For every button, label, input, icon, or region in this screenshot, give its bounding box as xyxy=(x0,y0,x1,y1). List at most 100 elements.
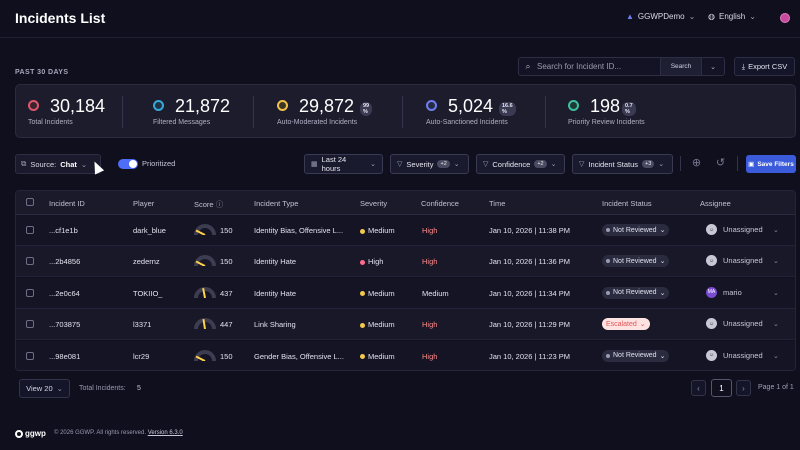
prioritized-toggle[interactable] xyxy=(118,159,138,169)
divider xyxy=(737,156,738,171)
search-options-dropdown[interactable]: ⌄ xyxy=(702,63,724,71)
score-gauge xyxy=(194,349,216,361)
select-all-checkbox[interactable] xyxy=(26,198,34,206)
player-name[interactable]: zedernz xyxy=(133,257,160,267)
status-badge[interactable]: Escalated ⌄ xyxy=(602,318,650,331)
table-row[interactable]: ...cf1e1b dark_blue 150 Identity Bias, O… xyxy=(16,215,795,246)
user-avatar[interactable] xyxy=(780,13,790,23)
assignee-dropdown[interactable]: ☺ Unassigned xyxy=(706,349,763,361)
incident-time: Jan 10, 2026 | 11:23 PM xyxy=(489,351,571,361)
chevron-down-icon[interactable]: ⌄ xyxy=(773,289,779,297)
status-badge[interactable]: Not Reviewed ⌄ xyxy=(602,255,670,268)
search-button[interactable]: Search xyxy=(660,58,702,75)
assignee-dropdown[interactable]: ☺ Unassigned xyxy=(706,224,763,235)
status-badge[interactable]: Not Reviewed ⌄ xyxy=(602,286,670,299)
assignee-dropdown[interactable]: ☺ Unassigned xyxy=(706,318,763,330)
table-row[interactable]: ...2e0c64 TOKIIO_ 437 Identity Hate Medi… xyxy=(16,277,795,309)
table-row[interactable]: ...2b4856 zedernz 150 Identity Hate High… xyxy=(16,246,795,278)
chevron-down-icon: ⌄ xyxy=(56,384,63,393)
copyright-text: © 2026 GGWP. All rights reserved. Versio… xyxy=(54,430,183,436)
column-header[interactable]: Incident ID xyxy=(49,199,85,208)
column-header[interactable]: Incident Status xyxy=(602,199,652,208)
chevron-left-icon: ‹ xyxy=(697,383,700,393)
confidence-filter[interactable]: ▽ Confidence +2 ⌄ xyxy=(476,154,565,174)
chevron-down-icon[interactable]: ⌄ xyxy=(773,321,779,329)
avatar: ☺ xyxy=(706,318,717,330)
score-value: 150 xyxy=(220,257,233,267)
add-filter-icon[interactable]: ⊕ xyxy=(691,157,702,169)
column-header[interactable]: Score ⓘ xyxy=(194,199,223,210)
assignee-name: mario xyxy=(723,287,742,297)
reset-filters-icon[interactable]: ↺ xyxy=(715,157,726,169)
prev-page-button[interactable]: ‹ xyxy=(691,380,706,396)
status-label: Not Reviewed xyxy=(613,289,657,297)
chevron-down-icon: ⌄ xyxy=(749,12,756,21)
incident-id[interactable]: ...98e081 xyxy=(49,351,81,361)
column-header[interactable]: Confidence xyxy=(421,199,459,208)
incident-id[interactable]: ...2e0c64 xyxy=(49,288,80,298)
player-name[interactable]: TOKIIO_ xyxy=(133,288,163,298)
export-csv-button[interactable]: ⤓ Export CSV xyxy=(734,57,795,76)
chevron-down-icon[interactable]: ⌄ xyxy=(773,227,779,234)
chevron-down-icon: ⌄ xyxy=(710,63,716,71)
save-filters-button[interactable]: ▣ Save Filters xyxy=(746,155,796,173)
prioritized-label: Prioritized xyxy=(142,159,176,168)
incident-status-filter[interactable]: ▽ Incident Status +3 ⌄ xyxy=(572,154,673,174)
score-value: 437 xyxy=(220,288,233,298)
chevron-down-icon[interactable]: ⌄ xyxy=(773,258,779,266)
incident-id[interactable]: ...703875 xyxy=(49,320,81,330)
copyright-label: © 2026 GGWP. All rights reserved. xyxy=(54,430,147,436)
severity-label: Medium xyxy=(368,320,395,330)
current-page-input[interactable]: 1 xyxy=(711,379,732,397)
incident-time: Jan 10, 2026 | 11:29 PM xyxy=(489,320,571,330)
table-row[interactable]: ...98e081 lcr29 150 Gender Bias, Offensi… xyxy=(16,340,795,370)
chevron-down-icon[interactable]: ⌄ xyxy=(773,352,779,360)
incident-status-filter-label: Incident Status xyxy=(588,159,639,169)
view-count-label: View 20 xyxy=(26,384,53,393)
time-range-label: Last 24 hours xyxy=(321,155,347,173)
source-dropdown[interactable]: ⧉ Source: Chat ⌄ xyxy=(15,154,101,174)
stat-label: Filtered Messages xyxy=(153,119,211,126)
language-switcher[interactable]: ◍ English ⌄ xyxy=(708,12,756,21)
chevron-down-icon: ⌄ xyxy=(659,289,666,297)
incident-id[interactable]: ...cf1e1b xyxy=(49,226,78,235)
player-name[interactable]: l3371 xyxy=(133,320,152,330)
column-header[interactable]: Time xyxy=(489,199,506,208)
globe-icon: ◍ xyxy=(708,12,715,21)
player-name[interactable]: dark_blue xyxy=(133,226,166,235)
org-switcher[interactable]: ▲ GGWPDemo ⌄ xyxy=(626,12,695,21)
severity-dot xyxy=(360,259,365,265)
column-header[interactable]: Severity xyxy=(360,199,388,208)
row-checkbox[interactable] xyxy=(26,351,34,360)
stat-label: Auto-Sanctioned Incidents xyxy=(426,119,508,126)
assignee-dropdown[interactable]: MA mario xyxy=(706,286,742,298)
player-name[interactable]: lcr29 xyxy=(133,351,150,361)
severity-filter[interactable]: ▽ Severity +2 ⌄ xyxy=(390,154,469,174)
severity-label: Medium xyxy=(368,226,395,235)
column-header[interactable]: Incident Type xyxy=(254,199,299,208)
status-badge[interactable]: Not Reviewed ⌄ xyxy=(602,349,670,362)
save-icon: ▣ xyxy=(748,161,755,168)
time-range-filter[interactable]: ▦ Last 24 hours ⌄ xyxy=(304,154,383,174)
column-header[interactable]: Player xyxy=(133,199,155,208)
chevron-down-icon: ⌄ xyxy=(453,161,460,168)
filter-icon: ▽ xyxy=(397,161,403,168)
next-page-button[interactable]: › xyxy=(736,380,751,396)
score-value: 447 xyxy=(220,320,233,330)
view-count-dropdown[interactable]: View 20 ⌄ xyxy=(19,379,70,398)
divider xyxy=(122,96,123,128)
row-checkbox[interactable] xyxy=(26,320,34,329)
column-header[interactable]: Assignee xyxy=(700,199,731,208)
toggle-knob xyxy=(129,160,137,168)
row-checkbox[interactable] xyxy=(26,257,34,266)
search-input[interactable] xyxy=(537,62,660,71)
assignee-dropdown[interactable]: ☺ Unassigned xyxy=(706,255,763,267)
row-checkbox[interactable] xyxy=(26,288,34,297)
version-link[interactable]: Version 6.3.0 xyxy=(147,430,183,436)
table-row[interactable]: ...703875 l3371 447 Link Sharing Medium … xyxy=(16,309,795,341)
chevron-down-icon: ⌄ xyxy=(370,161,376,168)
info-icon: ⓘ xyxy=(215,200,224,209)
incident-id[interactable]: ...2b4856 xyxy=(49,257,81,267)
status-badge[interactable]: Not Reviewed ⌄ xyxy=(602,224,670,236)
row-checkbox[interactable] xyxy=(26,226,34,234)
